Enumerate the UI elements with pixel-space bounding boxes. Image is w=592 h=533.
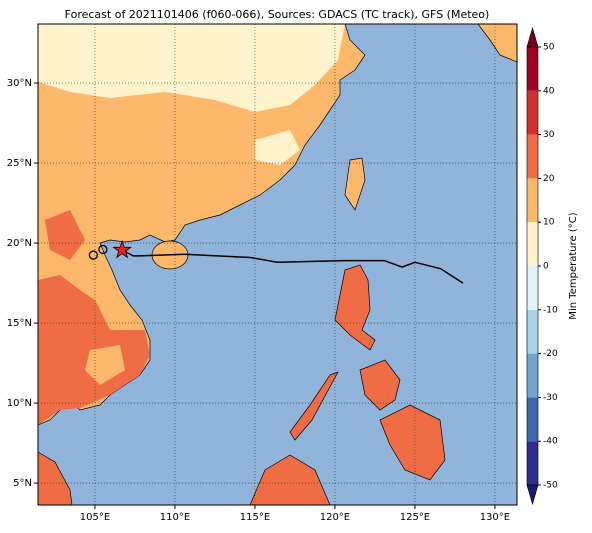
mainland xyxy=(38,24,366,426)
x-tick-label: 105°E xyxy=(80,512,110,523)
x-tick-label: 125°E xyxy=(400,512,430,523)
taiwan xyxy=(344,157,366,211)
y-tick-label: 10°N xyxy=(7,398,32,409)
borneo xyxy=(249,454,331,505)
palawan xyxy=(289,371,339,441)
colorbar-bin xyxy=(527,222,538,266)
colorbar-tick-label: -20 xyxy=(543,349,558,359)
visayas xyxy=(359,359,401,411)
x-tick-label: 120°E xyxy=(320,512,350,523)
colorbar-bin xyxy=(527,266,538,310)
warm-region xyxy=(45,210,85,260)
y-tick-label: 5°N xyxy=(13,478,32,489)
colorbar-over xyxy=(526,26,539,48)
colorbar: -50 -40 -30 -20 -10 0 10 20 30 40 50 xyxy=(526,26,558,506)
colorbar-bin xyxy=(527,353,538,398)
cool-region xyxy=(38,24,345,112)
cool-region xyxy=(255,130,300,165)
colorbar-bin xyxy=(527,441,538,485)
colorbar-tick-label: 0 xyxy=(543,262,549,272)
mindanao xyxy=(379,404,446,481)
colorbar-tick-label: 40 xyxy=(543,86,555,96)
title: Forecast of 2021101406 (f060-066), Sourc… xyxy=(65,8,490,21)
korea xyxy=(477,24,517,63)
colorbar-bin xyxy=(527,309,538,354)
track-line xyxy=(121,249,464,284)
colorbar-tick-label: 50 xyxy=(543,43,555,53)
x-tick-label: 110°E xyxy=(160,512,190,523)
current-position xyxy=(112,239,132,259)
map-overlay xyxy=(38,24,517,505)
luzon xyxy=(334,264,376,351)
colorbar-bin xyxy=(527,90,538,135)
sumatra xyxy=(38,451,73,505)
colorbar-bin xyxy=(527,134,538,179)
colorbar-bin xyxy=(527,397,538,442)
colorbar-bin xyxy=(527,178,538,223)
x-tick-label: 130°E xyxy=(480,512,510,523)
y-tick-label: 30°N xyxy=(7,78,32,89)
colorbar-tick-label: 20 xyxy=(543,174,555,184)
colorbar-tick-label: -30 xyxy=(543,393,558,403)
colorbar-tick-label: -40 xyxy=(543,437,558,447)
map-frame xyxy=(37,23,518,506)
colorbar-tick-label: -10 xyxy=(543,305,558,315)
colorbar-label: Min Temperature (°C) xyxy=(568,212,579,319)
colorbar-tick-label: -50 xyxy=(543,481,558,491)
y-tick-label: 15°N xyxy=(7,318,32,329)
past-position xyxy=(98,244,108,255)
x-tick-label: 115°E xyxy=(240,512,270,523)
axes: 105°E 110°E 115°E 120°E 125°E 130°E 5°N 10°N 15°… xyxy=(7,78,510,523)
colorbar-bin xyxy=(527,47,538,91)
colorbar-tick-label: 30 xyxy=(543,130,555,140)
past-position xyxy=(88,250,99,260)
colorbar-tick-label: 10 xyxy=(543,218,555,228)
y-tick-label: 20°N xyxy=(7,238,32,249)
map-area xyxy=(38,24,517,505)
y-tick-label: 25°N xyxy=(7,158,32,169)
colorbar-under xyxy=(526,484,539,506)
